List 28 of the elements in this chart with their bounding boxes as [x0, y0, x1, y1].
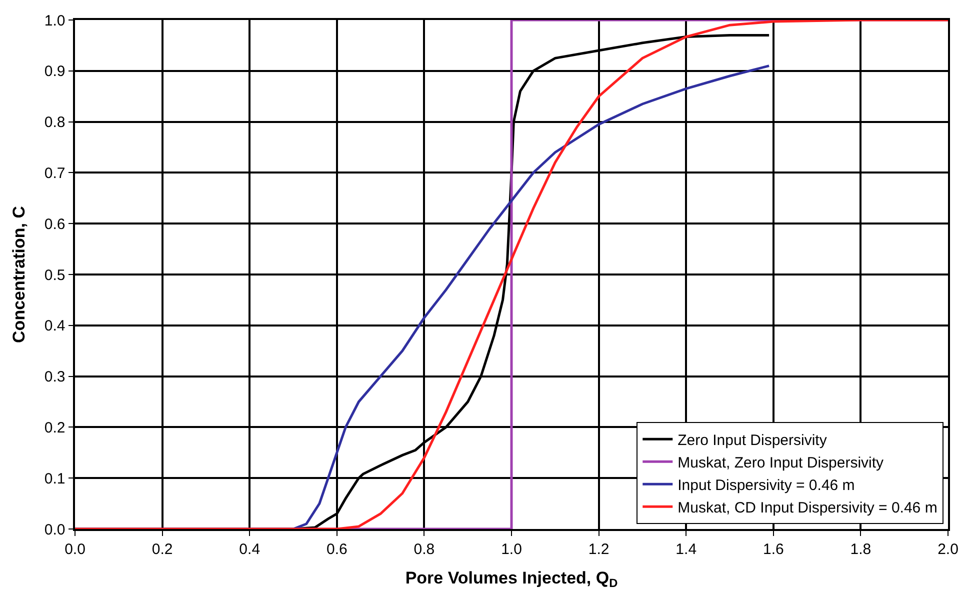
x-tick-label: 0.0 [64, 540, 86, 558]
x-tick-label: 0.4 [239, 540, 260, 558]
x-tick-label: 0.6 [326, 540, 348, 558]
legend-label: Zero Input Dispersivity [678, 432, 828, 450]
y-tick-label: 0.3 [44, 368, 66, 386]
y-axis-title: Concentration, C [9, 206, 28, 343]
y-tick-label: 0.9 [44, 63, 66, 80]
x-tick-label: 2.0 [938, 540, 958, 558]
x-tick-label: 0.8 [414, 540, 435, 558]
x-tick-label: 1.2 [588, 540, 610, 558]
legend-label: Muskat, Zero Input Dispersivity [678, 454, 884, 472]
y-tick-label: 0.7 [44, 164, 66, 182]
x-tick-label: 1.4 [676, 540, 697, 558]
y-tick-label: 0.2 [44, 419, 66, 436]
y-tick-label: 1.0 [44, 12, 66, 30]
x-tick-label: 1.8 [850, 540, 872, 558]
y-tick-label: 0.5 [44, 266, 66, 284]
y-tick-label: 0.6 [44, 216, 66, 233]
y-tick-label: 0.0 [44, 521, 66, 538]
x-tick-label: 1.0 [501, 540, 522, 558]
legend-label: Muskat, CD Input Dispersivity = 0.46 m [678, 500, 938, 517]
x-tick-label: 1.6 [762, 540, 784, 558]
x-axis-title: Pore Volumes Injected, Q$_{D}$ [405, 568, 618, 590]
x-tick-label: 0.2 [152, 540, 173, 558]
y-tick-label: 0.4 [44, 318, 66, 335]
y-tick-label: 0.8 [44, 114, 66, 132]
legend-label: Input Dispersivity = 0.46 m [678, 477, 855, 494]
y-tick-label: 0.1 [44, 470, 66, 488]
